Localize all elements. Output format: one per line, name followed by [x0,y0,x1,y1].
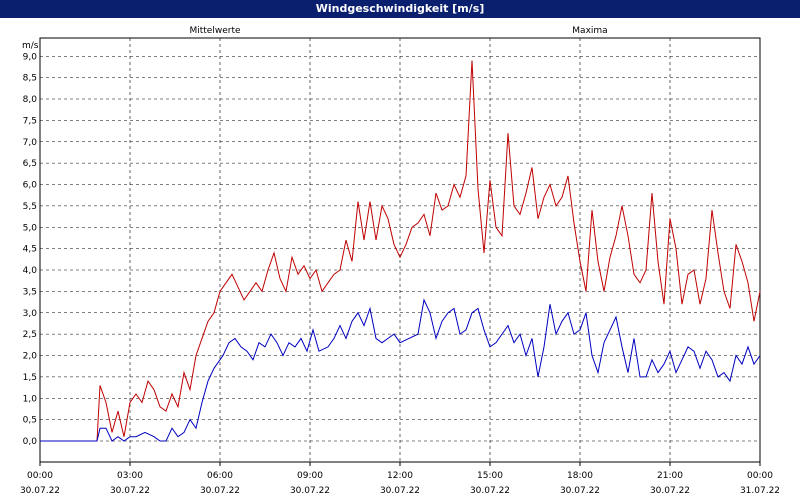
x-tick-time: 00:00 [747,471,773,481]
y-tick-label: 3,5 [23,287,37,297]
x-tick-time: 18:00 [567,471,593,481]
x-axis-labels: 00:00 30.07.22 03:00 30.07.22 06:00 30.07.22 0… [20,462,780,496]
series-line-mittelwerte [40,298,761,442]
y-axis-labels: 0,0 0,5 1,0 1,5 2,0 2,5 3,0 3,5 4,0 4,5 5,0 5,5 6,0 6… [23,52,38,447]
y-tick-label: 5,0 [23,223,38,233]
x-tick-date: 30.07.22 [200,486,240,496]
x-tick-time: 00:00 [27,471,53,481]
x-tick-date: 31.07.22 [740,486,780,496]
legend-mittelwerte: Mittelwerte [189,26,240,36]
x-tick-date: 30.07.22 [470,486,510,496]
grid-lines [40,38,760,462]
y-tick-label: 8,0 [23,95,38,105]
y-tick-label: 5,5 [23,202,37,212]
legend-maxima: Maxima [572,26,607,36]
y-tick-label: 2,0 [23,352,38,362]
series-line-maxima [40,60,761,442]
y-tick-label: 3,0 [23,309,38,319]
x-tick-time: 21:00 [657,471,683,481]
y-tick-label: 6,0 [23,181,38,191]
x-tick-time: 06:00 [207,471,233,481]
x-tick-time: 15:00 [477,471,503,481]
y-tick-label: 7,5 [23,116,37,126]
y-tick-label: 1,0 [23,394,38,404]
y-tick-label: 8,5 [23,74,37,84]
y-axis-unit: m/s [22,41,39,51]
x-tick-date: 30.07.22 [650,486,690,496]
x-tick-date: 30.07.22 [560,486,600,496]
x-tick-date: 30.07.22 [380,486,420,496]
y-tick-label: 2,5 [23,330,37,340]
x-tick-date: 30.07.22 [20,486,60,496]
x-tick-time: 12:00 [387,471,413,481]
y-tick-label: 6,5 [23,159,37,169]
y-tick-label: 4,5 [23,245,37,255]
x-tick-date: 30.07.22 [290,486,330,496]
y-tick-label: 0,0 [23,437,38,447]
y-tick-label: 9,0 [23,52,38,62]
x-tick-time: 09:00 [297,471,323,481]
x-tick-time: 03:00 [117,471,143,481]
y-tick-label: 7,0 [23,138,38,148]
chart-title: Windgeschwindigkeit [m/s] [0,0,800,18]
y-tick-label: 4,0 [23,266,38,276]
x-tick-date: 30.07.22 [110,486,150,496]
y-tick-label: 1,5 [23,373,37,383]
y-tick-label: 0,5 [23,416,37,426]
